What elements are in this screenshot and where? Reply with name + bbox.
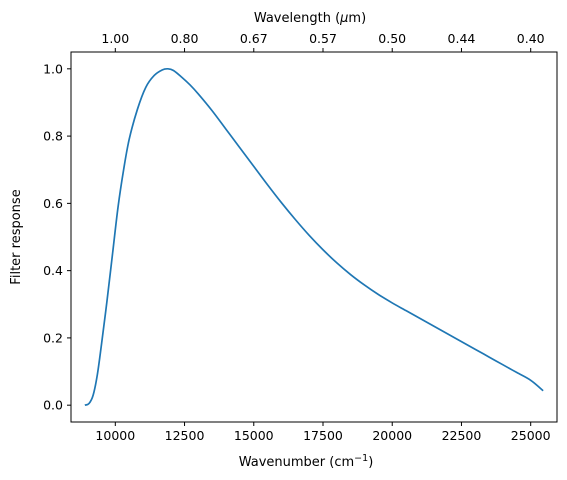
x-tick-label: 22500 <box>442 428 482 443</box>
x-axis-label-superscript: −1 <box>354 453 368 464</box>
top-tick-label: 0.40 <box>517 31 545 46</box>
top-tick-label: 0.67 <box>240 31 268 46</box>
y-axis-label: Filter response <box>9 189 24 284</box>
left-axis-ticks: 0.0 0.2 0.4 0.6 0.8 1.0 <box>43 61 71 413</box>
top-tick-label: 0.50 <box>378 31 406 46</box>
y-tick-label: 0.2 <box>43 330 63 345</box>
x-tick-label: 12500 <box>165 428 205 443</box>
top-tick-label: 1.00 <box>101 31 129 46</box>
top-tick-label: 0.44 <box>448 31 476 46</box>
x-tick-label: 10000 <box>95 428 135 443</box>
top-axis-ticks: 1.00 0.80 0.67 0.57 0.50 0.44 0.40 <box>101 31 545 52</box>
x-tick-label: 15000 <box>234 428 274 443</box>
y-tick-label: 1.0 <box>43 61 63 76</box>
top-tick-label: 0.57 <box>309 31 337 46</box>
y-tick-label: 0.0 <box>43 398 63 413</box>
top-axis-label: Wavelength (μm) <box>254 11 366 26</box>
filter-response-curve <box>84 67 544 407</box>
plot-frame <box>70 51 558 423</box>
bottom-axis-ticks: 10000 12500 15000 17500 20000 22500 25000 <box>95 422 551 443</box>
x-tick-label: 17500 <box>303 428 343 443</box>
y-tick-label: 0.6 <box>43 196 63 211</box>
x-axis-label: Wavenumber (cm−1) <box>239 453 374 470</box>
x-tick-label: 20000 <box>372 428 412 443</box>
top-tick-label: 0.80 <box>171 31 199 46</box>
x-tick-label: 25000 <box>511 428 551 443</box>
y-tick-label: 0.8 <box>43 129 63 144</box>
y-tick-label: 0.4 <box>43 263 63 278</box>
